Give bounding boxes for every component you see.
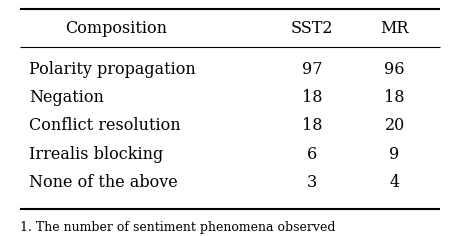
Text: 18: 18 [302, 118, 322, 135]
Text: Composition: Composition [65, 20, 166, 37]
Text: None of the above: None of the above [29, 174, 177, 191]
Text: 96: 96 [384, 61, 404, 78]
Text: 18: 18 [384, 89, 404, 106]
Text: 3: 3 [307, 174, 317, 191]
Text: Conflict resolution: Conflict resolution [29, 118, 180, 135]
Text: 9: 9 [389, 146, 399, 163]
Text: 1. The number of sentiment phenomena observed: 1. The number of sentiment phenomena obs… [20, 221, 335, 234]
Text: 97: 97 [302, 61, 322, 78]
Text: Polarity propagation: Polarity propagation [29, 61, 195, 78]
Text: Negation: Negation [29, 89, 103, 106]
Text: 6: 6 [307, 146, 317, 163]
Text: MR: MR [380, 20, 408, 37]
Text: SST2: SST2 [291, 20, 333, 37]
Text: 20: 20 [384, 118, 404, 135]
Text: Irrealis blocking: Irrealis blocking [29, 146, 163, 163]
Text: 4: 4 [389, 174, 399, 191]
Text: 18: 18 [302, 89, 322, 106]
